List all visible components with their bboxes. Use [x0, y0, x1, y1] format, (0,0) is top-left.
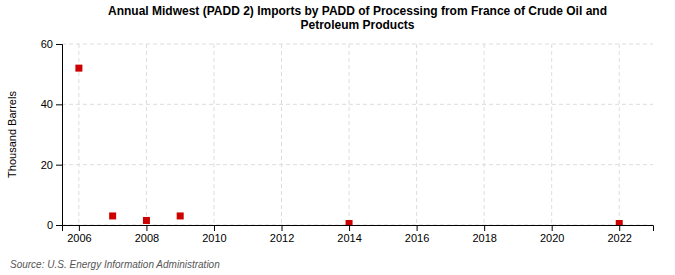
grid-line-x: [213, 44, 214, 225]
y-axis-tick-label: 60: [41, 38, 53, 50]
y-axis-tick-label: 40: [41, 98, 53, 110]
grid-line-y: [62, 44, 653, 45]
x-axis-tick-label: 2014: [337, 232, 361, 244]
plot-area: 2006 2008 2010 2012 2014 2016 2018 2020 2022 0 20 4…: [41, 38, 654, 244]
y-axis-line: [56, 45, 63, 226]
grid-line-x: [416, 44, 417, 225]
x-axis-tick-mark: [484, 225, 485, 231]
point: [177, 212, 184, 219]
grid: [62, 44, 653, 225]
points: [75, 65, 622, 225]
x-axis-tick-label: 2010: [202, 232, 226, 244]
title-line: Petroleum Products: [300, 18, 414, 32]
point: [109, 212, 116, 219]
x-axis: 2006 2008 2010 2012 2014 2016 2018 2020 2022: [63, 225, 654, 244]
x-axis-tick: 2022: [607, 225, 631, 244]
point: [143, 217, 150, 224]
grid-line-x: [349, 44, 350, 225]
point: [75, 65, 82, 72]
x-axis-tick: 2006: [67, 225, 91, 244]
x-axis-tick: 2008: [135, 225, 159, 244]
grid-line-x: [619, 44, 620, 225]
x-axis-tick: 2010: [202, 225, 226, 244]
x-axis-tick-label: 2008: [135, 232, 159, 244]
x-axis-tick-mark: [79, 225, 80, 231]
x-axis-tick-label: 2018: [472, 232, 496, 244]
y-axis-tick-label: 0: [47, 219, 53, 231]
source-note: Source: U.S. Energy Information Administ…: [10, 259, 220, 270]
x-axis-tick: 2018: [472, 225, 496, 244]
grid-line-y: [62, 104, 653, 105]
point: [616, 220, 623, 225]
x-axis-tick-mark: [417, 225, 418, 231]
x-axis-tick-label: 2012: [270, 232, 294, 244]
x-axis-tick-label: 2020: [540, 232, 564, 244]
x-axis-tick-mark: [282, 225, 283, 231]
y-axis-tick-mark: [56, 104, 62, 105]
grid-line-x: [484, 44, 485, 225]
x-axis-tick-label: 2006: [67, 232, 91, 244]
y-axis-tick: 40: [41, 98, 62, 110]
y-axis-tick-mark: [56, 44, 62, 45]
x-axis-line: [63, 226, 654, 232]
y-axis: 0 20 40 60: [41, 38, 63, 231]
x-axis-tick: 2020: [540, 225, 564, 244]
y-axis-tick: 20: [41, 159, 62, 171]
grid-line-x: [281, 44, 282, 225]
x-axis-tick-mark: [619, 225, 620, 231]
chart: 2006 2008 2010 2012 2014 2016 2018 2020 2022 0 20 4…: [0, 0, 675, 275]
x-axis-tick-mark: [214, 225, 215, 231]
grid-line-x: [146, 44, 147, 225]
x-axis-tick-mark: [349, 225, 350, 231]
y-axis-tick-mark: [56, 165, 62, 166]
title: Annual Midwest (PADD 2) Imports by PADD …: [108, 4, 607, 32]
x-axis-tick: 2016: [405, 225, 429, 244]
y-axis-tick: 60: [41, 38, 62, 50]
point: [346, 220, 353, 225]
grid-line-y: [62, 164, 653, 165]
x-axis-tick: 2012: [270, 225, 294, 244]
title-line: Annual Midwest (PADD 2) Imports by PADD …: [108, 4, 607, 18]
y-axis-title: Thousand Barrels: [6, 91, 18, 178]
x-axis-tick: 2014: [337, 225, 361, 244]
x-axis-tick-mark: [146, 225, 147, 231]
y-axis-tick: 0: [47, 219, 62, 231]
x-axis-tick-label: 2016: [405, 232, 429, 244]
x-axis-tick-label: 2022: [607, 232, 631, 244]
y-axis-tick-mark: [56, 225, 62, 226]
x-axis-tick-mark: [552, 225, 553, 231]
y-axis-tick-label: 20: [41, 159, 53, 171]
grid-line-x: [551, 44, 552, 225]
